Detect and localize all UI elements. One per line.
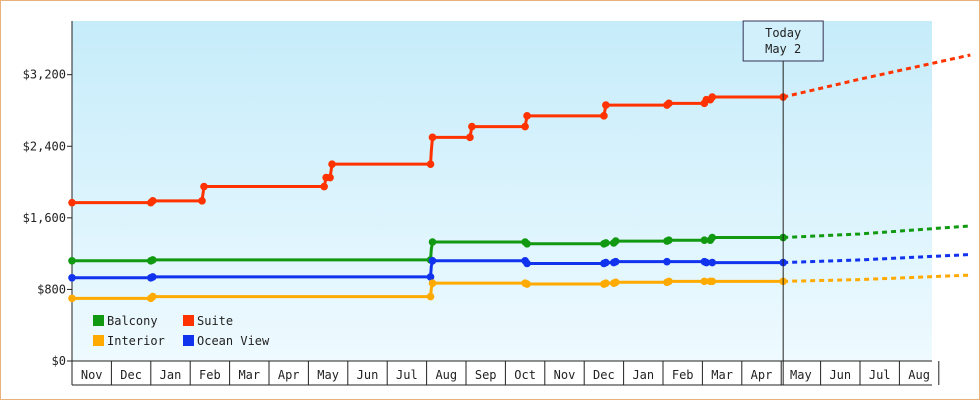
x-tick-label: Feb xyxy=(672,368,694,382)
data-point xyxy=(468,122,476,131)
data-point xyxy=(326,173,334,182)
today-box xyxy=(742,20,824,62)
data-point xyxy=(523,112,531,120)
x-tick-label: Mar xyxy=(711,368,733,382)
data-point xyxy=(602,239,610,247)
data-point xyxy=(708,258,717,267)
today-date: May 2 xyxy=(765,42,801,56)
data-point xyxy=(68,198,76,207)
data-point xyxy=(320,182,328,191)
x-tick-label: Jan xyxy=(160,368,182,382)
y-axis: $0 $800 $1,600 $2,400 $3,200 xyxy=(23,21,73,368)
data-point xyxy=(700,277,709,286)
x-tick-label: Oct xyxy=(514,368,536,382)
series-projection-line xyxy=(783,253,971,265)
data-point xyxy=(600,112,608,120)
data-point xyxy=(665,236,673,245)
data-point xyxy=(148,256,157,264)
legend-swatch xyxy=(183,335,194,346)
data-point xyxy=(428,279,437,287)
legend-label: Interior xyxy=(107,334,165,348)
today-label: Today xyxy=(765,26,801,40)
legend-label: Ocean View xyxy=(197,334,270,348)
x-tick-label: Aug xyxy=(435,368,457,382)
x-tick-label: Jan xyxy=(632,368,654,382)
legend: Balcony Suite Interior Ocean View xyxy=(93,314,270,348)
series-projection-line xyxy=(783,273,971,283)
today-marker: Today May 2 xyxy=(742,20,824,385)
data-point xyxy=(663,257,671,266)
data-point xyxy=(200,182,208,191)
legend-swatch xyxy=(93,315,104,326)
data-point xyxy=(426,292,435,301)
data-point xyxy=(708,277,717,286)
data-point xyxy=(708,93,717,101)
data-point xyxy=(602,279,610,287)
data-point xyxy=(68,294,76,303)
data-point xyxy=(665,99,673,108)
x-tick-label: Nov xyxy=(81,368,103,382)
data-point xyxy=(602,101,610,109)
series-suite xyxy=(68,53,971,207)
x-tick-label: May xyxy=(317,368,339,382)
data-point xyxy=(466,133,474,142)
data-point xyxy=(521,122,529,131)
data-point xyxy=(602,258,610,267)
data-point xyxy=(611,237,620,245)
x-tick-label: Jul xyxy=(869,368,891,382)
data-point xyxy=(702,258,711,267)
x-tick-label: May xyxy=(790,368,812,382)
plot-area-background xyxy=(72,21,932,361)
data-point xyxy=(708,233,717,242)
legend-swatch xyxy=(183,315,194,326)
data-point xyxy=(198,197,206,205)
data-point xyxy=(68,256,76,265)
data-point xyxy=(428,238,437,246)
x-tick-label: Dec xyxy=(120,368,142,382)
x-tick-label: Dec xyxy=(593,368,615,382)
series-ocean-view xyxy=(68,253,971,282)
x-tick-label: Mar xyxy=(238,368,260,382)
x-tick-label: Feb xyxy=(199,368,221,382)
data-point xyxy=(700,236,709,245)
x-tick-label: Jun xyxy=(829,368,851,382)
x-tick-label: Sep xyxy=(475,368,497,382)
series-projection-line xyxy=(782,53,971,99)
x-tick-label: Jul xyxy=(396,368,418,382)
data-point xyxy=(665,277,673,286)
legend-label: Suite xyxy=(197,314,233,328)
y-tick-label: $3,200 xyxy=(23,68,66,82)
data-point xyxy=(523,280,531,288)
x-tick-label: Apr xyxy=(751,368,773,382)
data-point xyxy=(428,256,437,265)
series-interior xyxy=(68,273,971,303)
y-tick-label: $1,600 xyxy=(23,211,66,225)
y-tick-label: $800 xyxy=(37,282,66,296)
x-tick-label: Apr xyxy=(278,368,300,382)
y-tick-label: $2,400 xyxy=(23,139,66,153)
x-axis: Nov Dec Jan Feb Mar Apr May Jun Jul Aug Sep Oct Nov D… xyxy=(71,360,940,386)
data-point xyxy=(328,160,336,168)
series-projection-line xyxy=(783,224,971,240)
x-tick-label: Aug xyxy=(908,368,930,382)
data-point xyxy=(148,197,157,205)
legend-label: Balcony xyxy=(107,314,158,328)
data-point xyxy=(426,160,435,168)
x-tick-label: Jun xyxy=(357,368,379,382)
data-point xyxy=(523,259,531,268)
series-layer xyxy=(68,53,971,303)
legend-swatch xyxy=(93,335,104,346)
data-point xyxy=(148,273,157,281)
data-point xyxy=(523,239,531,248)
data-point xyxy=(611,257,620,266)
data-point xyxy=(148,292,157,301)
data-point xyxy=(68,273,76,282)
y-tick-label: $0 xyxy=(52,354,66,368)
data-point xyxy=(611,278,620,287)
x-tick-label: Nov xyxy=(554,368,576,382)
data-point xyxy=(426,273,435,281)
data-point xyxy=(428,133,437,142)
